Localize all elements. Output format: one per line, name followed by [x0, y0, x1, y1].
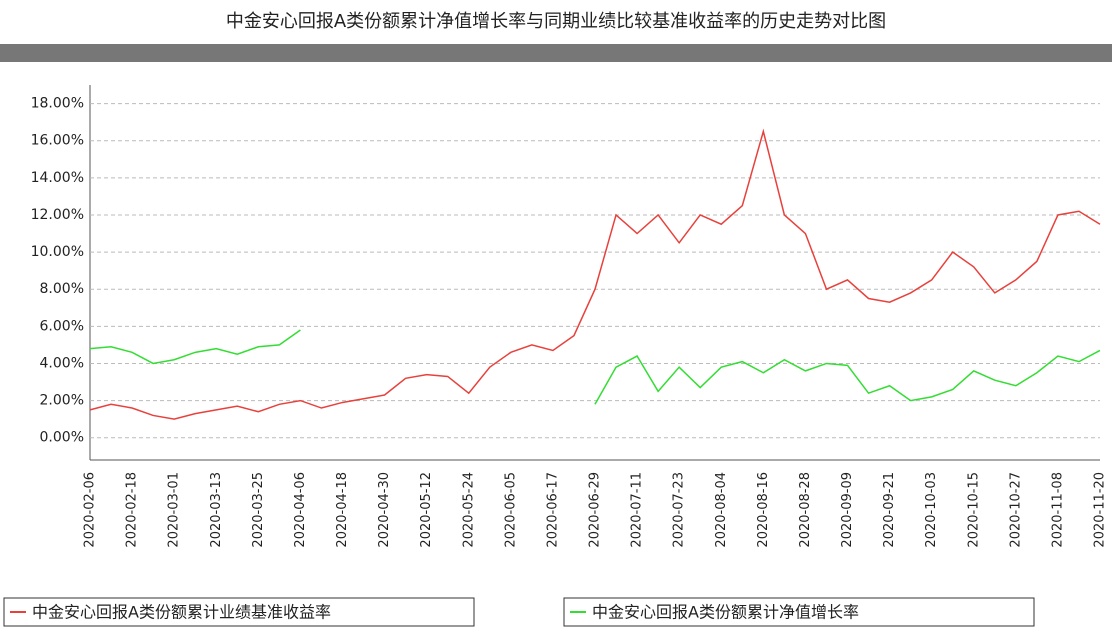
x-tick-label: 2020-08-16	[756, 472, 771, 548]
x-tick-label: 2020-05-12	[419, 472, 434, 548]
x-tick-label: 2020-11-20	[1093, 472, 1108, 548]
x-tick-label: 2020-03-13	[209, 472, 224, 548]
y-tick-label: 18.00%	[31, 96, 84, 112]
x-tick-label: 2020-09-09	[840, 472, 855, 548]
y-tick-label: 12.00%	[31, 207, 84, 223]
x-tick-label: 2020-02-06	[83, 472, 98, 548]
y-tick-label: 2.00%	[40, 393, 84, 409]
x-tick-label: 2020-11-08	[1050, 472, 1065, 548]
x-tick-label: 2020-10-27	[1008, 472, 1023, 548]
legend-label: 中金安心回报A类份额累计业绩基准收益率	[32, 603, 331, 622]
x-tick-label: 2020-08-28	[798, 472, 813, 548]
x-tick-label: 2020-06-29	[588, 472, 603, 548]
y-tick-label: 10.00%	[31, 244, 84, 260]
x-tick-label: 2020-03-01	[167, 472, 182, 548]
x-tick-label: 2020-08-04	[714, 472, 729, 548]
title-bar	[0, 44, 1112, 62]
x-tick-label: 2020-04-06	[293, 472, 308, 548]
legend-label: 中金安心回报A类份额累计净值增长率	[592, 603, 859, 622]
x-tick-label: 2020-10-03	[924, 472, 939, 548]
x-tick-label: 2020-06-05	[503, 472, 518, 548]
data-line	[90, 131, 1100, 419]
y-tick-label: 4.00%	[40, 355, 84, 371]
x-tick-label: 2020-10-15	[966, 472, 981, 548]
x-tick-label: 2020-09-21	[882, 472, 897, 548]
x-tick-label: 2020-04-18	[335, 472, 350, 548]
data-line	[90, 330, 1100, 404]
x-tick-label: 2020-02-18	[125, 472, 140, 548]
y-tick-label: 14.00%	[31, 170, 84, 186]
x-tick-label: 2020-06-17	[545, 472, 560, 548]
chart-title: 中金安心回报A类份额累计净值增长率与同期业绩比较基准收益率的历史走势对比图	[226, 11, 886, 32]
y-tick-label: 6.00%	[40, 318, 84, 334]
x-tick-label: 2020-07-23	[672, 472, 687, 548]
x-tick-label: 2020-05-24	[461, 472, 476, 548]
y-tick-label: 16.00%	[31, 133, 84, 149]
x-tick-label: 2020-04-30	[377, 472, 392, 548]
y-tick-label: 0.00%	[40, 430, 84, 446]
chart: 中金安心回报A类份额累计净值增长率与同期业绩比较基准收益率的历史走势对比图 0.…	[0, 0, 1112, 630]
y-tick-label: 8.00%	[40, 281, 84, 297]
x-tick-label: 2020-03-25	[251, 472, 266, 548]
x-tick-label: 2020-07-11	[630, 472, 645, 548]
